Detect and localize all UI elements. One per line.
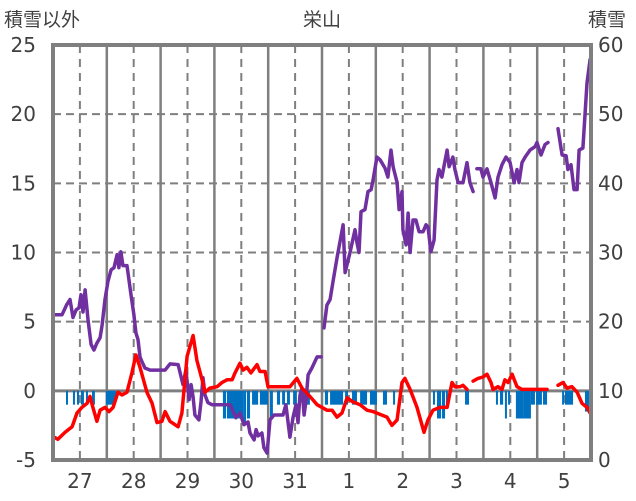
- precip-bar: [293, 390, 297, 405]
- grid: [53, 45, 591, 460]
- precip-bar: [246, 390, 251, 419]
- precip-bar: [369, 390, 377, 405]
- day-label: 3: [450, 469, 463, 493]
- precip-bar: [382, 390, 388, 405]
- precip-bar: [81, 390, 84, 405]
- precip-bar: [269, 390, 273, 419]
- plot-border: [51, 43, 593, 462]
- precip-bar: [276, 390, 281, 405]
- precip-bar: [330, 390, 344, 405]
- right-tick-label: 20: [598, 310, 623, 334]
- right-tick-label: 30: [598, 241, 623, 265]
- lines-group: [51, 57, 592, 455]
- precip-bar: [445, 390, 448, 405]
- precip-bar: [252, 390, 259, 405]
- day-label: 30: [229, 469, 254, 493]
- precip-bar: [584, 390, 591, 412]
- precip-bar: [543, 390, 548, 405]
- right-tick-label: 0: [598, 448, 611, 472]
- right-tick-label: 60: [598, 33, 623, 57]
- precip-bar: [85, 390, 88, 405]
- plot-frame: [51, 43, 593, 462]
- precip-bar: [66, 390, 69, 405]
- day-label: 27: [67, 469, 92, 493]
- precip-bar: [243, 390, 247, 426]
- temperature-line: [51, 333, 592, 442]
- left-tick-label: 25: [11, 33, 36, 57]
- precip-bar: [393, 390, 396, 405]
- precip-bar: [352, 390, 357, 405]
- chart-title: 栄山: [303, 9, 341, 31]
- snow_depth-line: [53, 57, 592, 455]
- precip-bar: [105, 390, 116, 405]
- precip-bar: [432, 390, 435, 405]
- precip-bar: [259, 390, 268, 405]
- day-label: 29: [175, 469, 200, 493]
- precip-bar: [515, 390, 524, 419]
- precip-bar: [536, 390, 542, 405]
- left-tick-label: 0: [23, 379, 36, 403]
- precip-bar: [436, 390, 442, 419]
- day-label: 2: [396, 469, 409, 493]
- left-tick-label: -5: [16, 448, 36, 472]
- precip-bar: [523, 390, 531, 419]
- precip-bar: [504, 390, 507, 419]
- right-tick-label: 40: [598, 171, 623, 195]
- left-axis-title: 積雪以外: [4, 9, 80, 31]
- precip-bar: [441, 390, 446, 419]
- day-label: 31: [282, 469, 307, 493]
- precip-bar: [287, 390, 290, 405]
- day-label: 5: [558, 469, 571, 493]
- precip-bar: [282, 390, 286, 405]
- right-tick-label: 10: [598, 379, 623, 403]
- right-tick-label: 50: [598, 102, 623, 126]
- right-axis-title: 積雪: [588, 9, 626, 31]
- precip-bar: [465, 390, 470, 405]
- precip-bar: [499, 390, 504, 405]
- left-tick-label: 15: [11, 171, 36, 195]
- precip-bar: [562, 390, 565, 405]
- precip-bar: [360, 390, 368, 405]
- precip-bar: [324, 390, 329, 405]
- day-label: 4: [504, 469, 517, 493]
- left-tick-label: 10: [11, 241, 36, 265]
- precip-bar: [92, 390, 95, 405]
- day-label: 28: [121, 469, 146, 493]
- precip-bar: [495, 390, 498, 405]
- left-tick-label: 20: [11, 102, 36, 126]
- precip-bar: [530, 390, 535, 405]
- precip-bar: [508, 390, 511, 405]
- left-tick-label: 5: [23, 310, 36, 334]
- bars-group: [66, 390, 591, 426]
- precip-bar: [72, 390, 75, 405]
- precip-bar: [76, 390, 80, 405]
- day-label: 1: [343, 469, 356, 493]
- precip-bar: [564, 390, 574, 405]
